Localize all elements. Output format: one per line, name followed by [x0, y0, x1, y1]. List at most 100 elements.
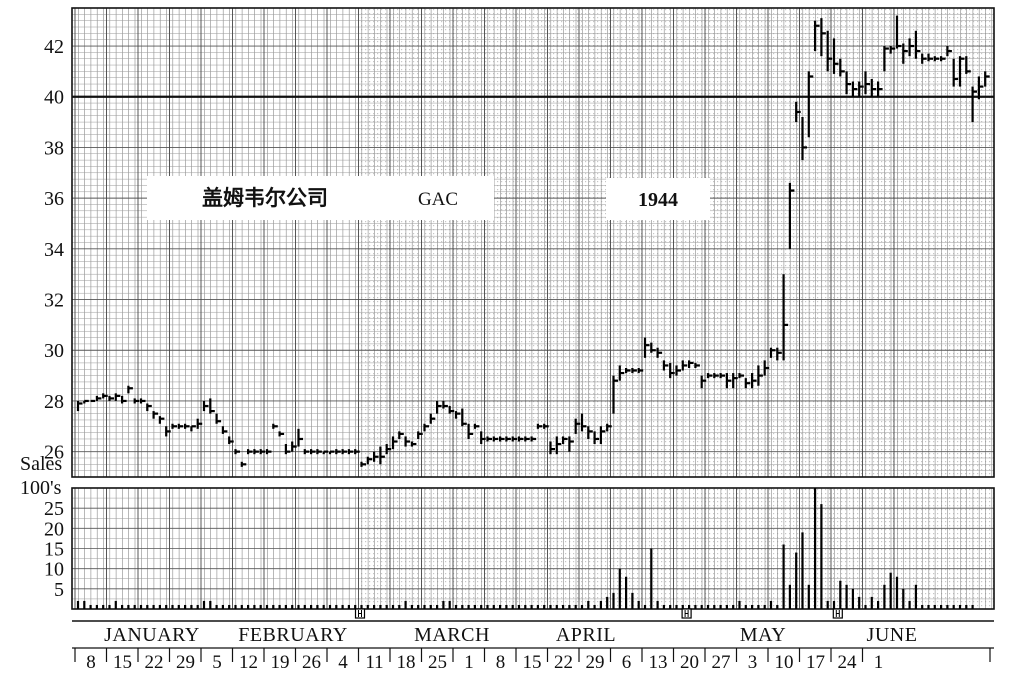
- price-bar: [958, 56, 965, 87]
- volume-tick-label: 15: [44, 539, 64, 561]
- price-bar: [442, 400, 448, 409]
- week-date-label: 29: [176, 652, 195, 673]
- price-bar: [826, 30, 833, 72]
- month-label: JUNE: [867, 624, 918, 646]
- price-bar: [984, 71, 990, 87]
- price-bar: [561, 436, 568, 445]
- week-date-label: 15: [523, 652, 542, 673]
- price-bar: [190, 425, 196, 432]
- price-bar: [719, 373, 726, 379]
- price-bar: [347, 449, 354, 455]
- price-bar: [946, 46, 952, 57]
- price-bar: [580, 413, 587, 432]
- price-bar: [574, 418, 581, 434]
- price-bar: [133, 398, 140, 404]
- price-bar: [820, 18, 826, 57]
- price-bar: [228, 436, 234, 445]
- price-bar: [436, 400, 442, 414]
- price-bar: [939, 56, 946, 62]
- volume-tick-label: 25: [44, 498, 64, 520]
- price-bar: [240, 461, 247, 467]
- price-bar: [146, 403, 152, 412]
- grid: [71, 7, 995, 610]
- week-date-label: 18: [397, 652, 416, 673]
- price-bar: [687, 360, 694, 368]
- price-bar: [675, 365, 681, 376]
- week-date-label: 8: [496, 652, 506, 673]
- volume-tick-label: 20: [44, 518, 64, 540]
- week-date-label: 10: [775, 652, 794, 673]
- price-bar: [184, 423, 190, 429]
- price-bar: [669, 362, 675, 379]
- week-date-label: 6: [622, 652, 632, 673]
- price-bar: [870, 78, 877, 97]
- price-bar: [108, 395, 114, 401]
- price-bar: [927, 53, 933, 62]
- price-bar: [517, 436, 524, 442]
- month-label: FEBRUARY: [238, 624, 348, 646]
- month-label: MARCH: [414, 624, 490, 646]
- week-date-label: 1: [874, 652, 884, 673]
- price-bar: [404, 436, 411, 447]
- price-bar: [83, 399, 89, 404]
- week-date-label: 26: [302, 652, 321, 673]
- price-bar: [606, 423, 612, 432]
- price-bar: [801, 117, 807, 161]
- price-bar: [322, 450, 329, 455]
- price-bar: [102, 393, 108, 399]
- price-bar: [417, 431, 423, 439]
- week-date-label: 5: [212, 652, 222, 673]
- price-bar: [662, 360, 669, 371]
- price-bar: [120, 395, 127, 404]
- price-bar: [618, 365, 625, 381]
- price-bar: [265, 449, 272, 455]
- price-tick-label: 32: [44, 290, 64, 312]
- price-bar: [448, 406, 455, 414]
- price-bar: [908, 38, 915, 57]
- price-bar: [864, 71, 870, 95]
- price-bar: [247, 449, 253, 455]
- price-bar: [253, 449, 259, 455]
- price-bar: [139, 398, 146, 404]
- week-date-label: 27: [712, 652, 731, 673]
- price-bar: [310, 449, 316, 455]
- price-bar: [807, 71, 814, 138]
- price-tick-label: 38: [44, 137, 64, 159]
- week-date-label: 22: [554, 652, 573, 673]
- price-bar: [486, 436, 492, 442]
- price-bar: [612, 375, 618, 414]
- price-bar: [952, 58, 959, 87]
- price-bar: [706, 373, 713, 379]
- week-date-label: 8: [86, 652, 96, 673]
- price-bar: [284, 444, 291, 455]
- price-bar: [549, 441, 555, 455]
- price-bar: [902, 43, 908, 64]
- price-bar: [732, 373, 738, 389]
- price-bar: [738, 373, 744, 379]
- price-bar: [530, 436, 537, 442]
- price-bar: [473, 423, 480, 429]
- price-bar: [328, 450, 335, 455]
- volume-axis-title-sales: Sales: [20, 453, 62, 475]
- price-bar: [555, 436, 562, 455]
- price-bar: [171, 423, 177, 429]
- price-bar: [725, 373, 732, 389]
- price-bar: [839, 58, 845, 77]
- price-bar: [795, 101, 801, 123]
- price-bar: [650, 342, 656, 353]
- price-bar: [851, 81, 858, 97]
- price-bar: [398, 431, 404, 439]
- month-label: APRIL: [556, 624, 616, 646]
- price-bar: [215, 413, 222, 424]
- price-bar: [895, 15, 902, 49]
- price-bar: [643, 337, 650, 358]
- price-tick-label: 34: [44, 239, 64, 261]
- price-bar: [587, 426, 593, 439]
- price-bar: [303, 449, 310, 455]
- price-bar: [700, 375, 707, 389]
- price-bar: [543, 423, 549, 429]
- price-bar: [536, 423, 543, 429]
- price-bar: [158, 416, 165, 424]
- price-bar: [360, 461, 366, 467]
